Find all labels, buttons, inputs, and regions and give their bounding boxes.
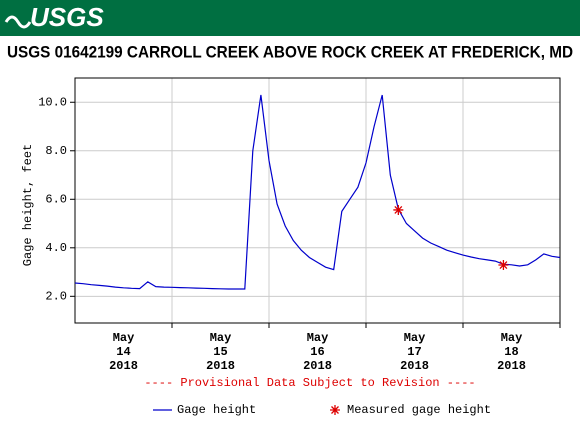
x-tick-label: 2018 bbox=[400, 359, 429, 373]
chart-title: USGS 01642199 CARROLL CREEK ABOVE ROCK C… bbox=[7, 42, 573, 61]
x-tick-label: May bbox=[210, 331, 232, 345]
y-tick-label: 6.0 bbox=[45, 192, 67, 206]
y-tick-label: 4.0 bbox=[45, 241, 67, 255]
y-axis-label: Gage height, feet bbox=[21, 144, 35, 266]
x-tick-label: 2018 bbox=[303, 359, 332, 373]
y-tick-label: 10.0 bbox=[38, 95, 67, 109]
note: ---- Provisional Data Subject to Revisio… bbox=[144, 376, 475, 390]
x-tick-label: 2018 bbox=[497, 359, 526, 373]
measurement-marker bbox=[393, 204, 404, 215]
x-tick-label: 16 bbox=[310, 345, 324, 359]
x-tick-label: 15 bbox=[213, 345, 227, 359]
x-tick-label: May bbox=[307, 331, 329, 345]
plot-frame bbox=[74, 77, 561, 324]
x-tick-label: May bbox=[501, 331, 523, 345]
legend-label: Gage height bbox=[177, 403, 256, 417]
x-tick-label: 2018 bbox=[109, 359, 138, 373]
x-tick-label: May bbox=[404, 331, 426, 345]
x-tick-label: 2018 bbox=[206, 359, 235, 373]
x-tick-label: 17 bbox=[407, 345, 421, 359]
x-tick-label: 14 bbox=[116, 345, 130, 359]
header-band bbox=[0, 0, 580, 36]
legend-label: Measured gage height bbox=[347, 403, 491, 417]
legend-swatch bbox=[330, 405, 340, 415]
y-tick-label: 8.0 bbox=[45, 144, 67, 158]
logo-wave bbox=[4, 15, 32, 29]
y-tick-label: 2.0 bbox=[45, 289, 67, 303]
measurement-marker bbox=[498, 260, 509, 271]
x-tick-label: 18 bbox=[504, 345, 518, 359]
gage-line bbox=[74, 94, 561, 290]
x-tick-label: May bbox=[113, 331, 135, 345]
logo: USGS bbox=[30, 2, 104, 32]
